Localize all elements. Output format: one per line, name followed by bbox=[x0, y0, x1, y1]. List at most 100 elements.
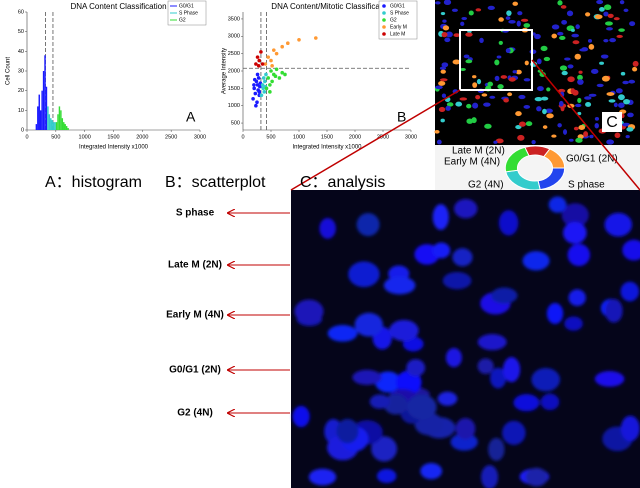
x-tick-label: 0 bbox=[25, 134, 28, 140]
cell bbox=[623, 8, 629, 13]
cell bbox=[327, 325, 358, 342]
point bbox=[260, 62, 265, 66]
cell bbox=[455, 417, 476, 440]
cell bbox=[465, 32, 473, 37]
cell bbox=[453, 199, 478, 219]
zoom-line bbox=[531, 59, 640, 191]
cell bbox=[542, 108, 547, 115]
cell bbox=[606, 27, 613, 31]
cell bbox=[489, 95, 496, 99]
cell bbox=[502, 357, 521, 383]
y-tick-label: 50 bbox=[18, 29, 24, 35]
cell bbox=[517, 134, 525, 141]
cell bbox=[578, 70, 583, 74]
cell bbox=[515, 125, 522, 130]
cell bbox=[564, 57, 571, 61]
cell bbox=[587, 38, 593, 43]
cell bbox=[515, 111, 522, 117]
legend-label: G0/G1 bbox=[179, 3, 194, 9]
cell bbox=[603, 11, 609, 17]
legend-swatch bbox=[382, 4, 386, 8]
point bbox=[256, 63, 261, 68]
bar bbox=[67, 128, 69, 130]
cell bbox=[477, 358, 494, 374]
cell bbox=[601, 75, 610, 82]
cell bbox=[438, 80, 446, 86]
point bbox=[273, 74, 278, 79]
y-tick-label: 2500 bbox=[228, 51, 240, 57]
cell bbox=[352, 369, 382, 385]
cell bbox=[490, 287, 518, 304]
cell bbox=[563, 221, 587, 244]
cell bbox=[577, 111, 582, 116]
cell bbox=[507, 92, 513, 97]
cell bbox=[573, 126, 579, 131]
cell bbox=[557, 31, 564, 36]
cell bbox=[487, 81, 494, 87]
cell bbox=[623, 98, 631, 105]
legend-label: Late M bbox=[390, 31, 405, 37]
cell bbox=[578, 124, 586, 130]
cell bbox=[567, 64, 574, 69]
legend-label: Early M bbox=[390, 24, 407, 30]
bar bbox=[58, 106, 61, 130]
cell bbox=[483, 102, 491, 107]
x-axis-label: Integrated Intensity x1000 bbox=[79, 145, 149, 151]
cell bbox=[502, 420, 526, 445]
cell bbox=[566, 10, 574, 17]
cell bbox=[600, 54, 609, 59]
cell bbox=[604, 212, 633, 237]
point bbox=[272, 48, 276, 52]
cell bbox=[615, 88, 623, 94]
cell bbox=[466, 103, 472, 109]
bar bbox=[55, 122, 58, 130]
cell bbox=[442, 19, 447, 23]
point bbox=[268, 90, 272, 94]
cell bbox=[551, 33, 558, 39]
y-tick-label: 2000 bbox=[228, 68, 240, 74]
cell bbox=[557, 88, 566, 93]
x-tick-label: 500 bbox=[51, 134, 60, 140]
cell bbox=[603, 38, 609, 43]
bar bbox=[57, 114, 59, 130]
annotation: Early M (4N) bbox=[166, 310, 224, 321]
caption: C：analysis bbox=[300, 174, 385, 191]
cell bbox=[452, 248, 473, 267]
cell bbox=[500, 75, 508, 79]
y-tick-label: 60 bbox=[18, 9, 24, 15]
y-axis-label: Average Intensity bbox=[222, 48, 228, 94]
point bbox=[257, 90, 262, 94]
point bbox=[254, 103, 258, 108]
cell bbox=[292, 405, 310, 428]
cell bbox=[437, 391, 458, 406]
cell bbox=[294, 299, 324, 324]
x-tick-label: 3000 bbox=[405, 134, 417, 140]
cell bbox=[559, 35, 566, 40]
y-axis-label: Cell Count bbox=[6, 57, 12, 85]
cell bbox=[520, 18, 529, 22]
cell bbox=[585, 102, 592, 107]
cell bbox=[564, 316, 583, 331]
cell bbox=[436, 139, 442, 145]
x-tick-label: 500 bbox=[266, 134, 275, 140]
point bbox=[255, 55, 260, 59]
bar bbox=[44, 55, 46, 131]
cell bbox=[505, 16, 511, 20]
cell bbox=[594, 117, 600, 121]
cell bbox=[383, 276, 416, 295]
point bbox=[277, 76, 282, 80]
cell bbox=[435, 1, 441, 5]
cell bbox=[369, 394, 391, 409]
cell bbox=[575, 24, 580, 30]
cell bbox=[453, 33, 461, 38]
point bbox=[270, 79, 274, 84]
cell bbox=[446, 102, 454, 107]
cell bbox=[441, 93, 447, 98]
cell bbox=[472, 102, 479, 109]
cell bbox=[498, 17, 504, 22]
point bbox=[255, 72, 260, 77]
cell bbox=[613, 102, 618, 108]
cell bbox=[487, 5, 495, 10]
chart-title: DNA Content/Mitotic Classification bbox=[271, 2, 392, 11]
